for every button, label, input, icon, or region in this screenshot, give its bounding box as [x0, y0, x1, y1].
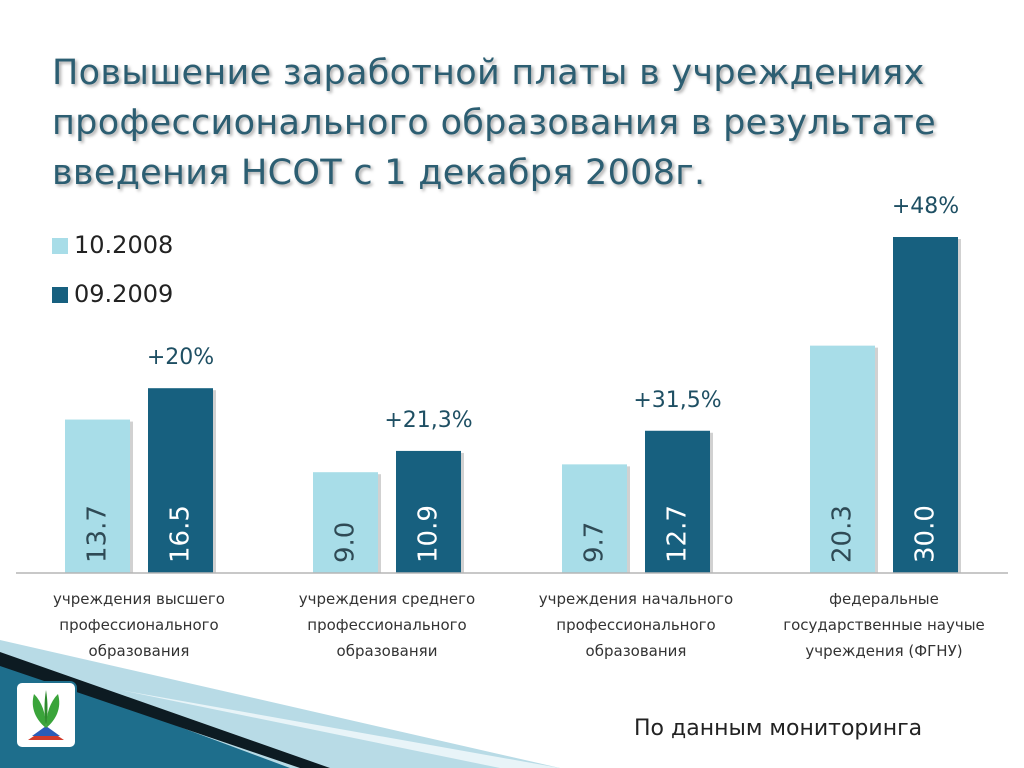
category-label: федеральные государственные научые учрежде… — [769, 586, 999, 664]
legend-swatch-2 — [52, 287, 68, 303]
bar-2-1 — [148, 388, 213, 573]
legend-item-1: 10.2008 — [52, 230, 173, 260]
category-label: учреждения начального профессионального об… — [521, 586, 751, 664]
growth-label: +48% — [892, 194, 959, 219]
stripe-pale — [120, 690, 560, 768]
bar-2-3 — [645, 430, 710, 573]
category-label: учреждения высшего профессионального образ… — [24, 586, 254, 664]
category-label-line: профессионального — [59, 616, 219, 634]
growth-label: +20% — [147, 345, 214, 370]
bar-1-1 — [65, 419, 130, 573]
logo-leaf-left — [32, 694, 46, 728]
category-label: учреждения среднего профессионального обра… — [272, 586, 502, 664]
bar-1-3 — [562, 464, 627, 573]
stripe-black — [0, 652, 330, 768]
legend-item-2: 09.2009 — [52, 279, 173, 309]
growth-label: +21,3% — [384, 408, 472, 433]
bar-value-label: 9.7 — [580, 522, 610, 563]
bar-value-label: 16.5 — [166, 505, 196, 563]
category-label-line: учреждения (ФГНУ) — [805, 642, 963, 660]
category-label-line: федеральные — [829, 590, 939, 608]
bar-1-4 — [810, 345, 875, 573]
category-label-line: образования — [585, 642, 687, 660]
bar-value-label: 9.0 — [331, 522, 361, 563]
bar-1-2 — [313, 472, 378, 573]
bar-value-label: 10.9 — [414, 505, 444, 563]
category-label-line: образования — [88, 642, 190, 660]
footnote: По данным мониторинга — [634, 716, 923, 741]
category-label-line: учреждения среднего — [298, 590, 476, 608]
category-label-line: государственные научые — [783, 616, 985, 634]
logo-flag-blue — [32, 726, 60, 736]
category-label-line: учреждения высшего — [53, 590, 225, 608]
bar-value-label: 12.7 — [663, 505, 693, 563]
category-label-line: образованяи — [336, 642, 438, 660]
category-label-line: профессионального — [307, 616, 467, 634]
union-logo — [15, 681, 77, 749]
legend-label-2: 09.2009 — [74, 280, 174, 308]
category-label-line: учреждения начального — [538, 590, 734, 608]
growth-label: +31,5% — [633, 388, 721, 413]
category-label-line: профессионального — [556, 616, 716, 634]
logo-leaf-right — [46, 694, 60, 728]
legend-label-1: 10.2008 — [74, 231, 174, 259]
logo-leaf-center — [44, 690, 48, 726]
page-title: Повышение заработной платы в учреждениях… — [52, 53, 936, 193]
legend-swatch-1 — [52, 238, 68, 254]
bar-value-label: 13.7 — [83, 505, 113, 563]
bar-value-label: 30.0 — [911, 505, 941, 563]
bar-2-2 — [396, 450, 461, 573]
bar-value-label: 20.3 — [828, 505, 858, 563]
bar-2-4 — [893, 237, 958, 573]
